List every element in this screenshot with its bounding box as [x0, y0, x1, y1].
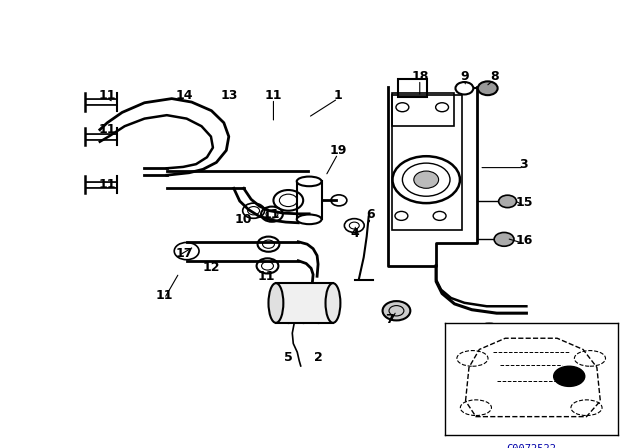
Text: 3: 3	[520, 158, 528, 171]
Text: 11: 11	[156, 289, 173, 302]
Ellipse shape	[326, 283, 340, 323]
Text: 15: 15	[515, 196, 532, 209]
Text: 11: 11	[257, 270, 275, 283]
Circle shape	[476, 323, 503, 343]
Text: 10: 10	[235, 213, 252, 226]
Text: 17: 17	[175, 247, 193, 260]
Text: 13: 13	[220, 89, 237, 102]
Text: 5: 5	[284, 351, 292, 364]
Text: 14: 14	[175, 89, 193, 102]
Circle shape	[383, 301, 410, 320]
Bar	[276, 283, 333, 323]
Text: 2: 2	[314, 351, 323, 364]
Circle shape	[414, 171, 438, 188]
Text: 18: 18	[411, 70, 428, 83]
Text: 11: 11	[265, 89, 282, 102]
Text: 8: 8	[490, 70, 499, 83]
Text: 16: 16	[515, 233, 532, 246]
Text: 4: 4	[351, 227, 360, 240]
Circle shape	[478, 82, 498, 95]
Text: C0072522: C0072522	[506, 444, 556, 448]
Bar	[392, 95, 462, 230]
Text: 11: 11	[262, 208, 280, 221]
Text: 9: 9	[460, 70, 468, 83]
Circle shape	[499, 195, 516, 207]
Ellipse shape	[297, 177, 321, 186]
Bar	[297, 181, 321, 220]
Text: 7: 7	[386, 313, 394, 326]
Bar	[392, 94, 454, 126]
Text: 11: 11	[99, 123, 116, 136]
Ellipse shape	[297, 215, 321, 224]
Ellipse shape	[269, 283, 284, 323]
Text: 7: 7	[480, 332, 488, 345]
Text: 11: 11	[99, 178, 116, 191]
Text: 11: 11	[99, 89, 116, 102]
Text: 19: 19	[329, 144, 347, 157]
Circle shape	[494, 233, 514, 246]
Text: 1: 1	[333, 89, 342, 102]
Bar	[399, 79, 428, 97]
Text: 6: 6	[366, 208, 374, 221]
Text: 12: 12	[203, 261, 220, 274]
Circle shape	[554, 366, 585, 386]
